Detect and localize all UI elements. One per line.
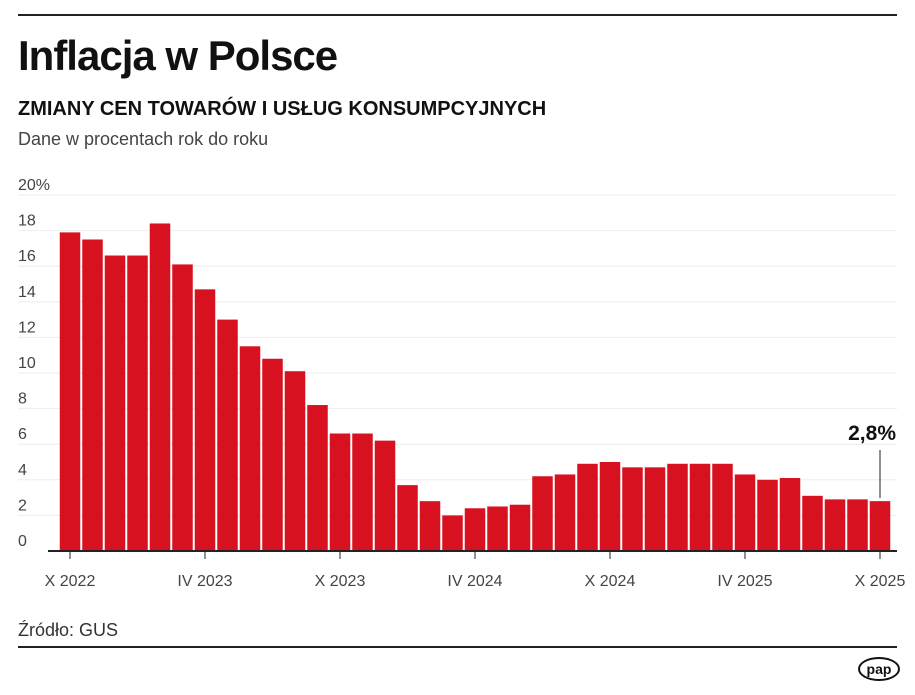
bar-I-2025	[667, 463, 688, 551]
bar-VIII-2023	[284, 371, 306, 551]
y-tick-label: 16	[18, 248, 36, 265]
bar-VI-2024	[509, 504, 531, 551]
bar-VIII-2024	[554, 474, 576, 551]
bar-IV-2023	[194, 289, 216, 551]
y-tick-label: 14	[18, 284, 36, 301]
bar-XII-2024	[644, 467, 666, 551]
y-tick-label: 20%	[18, 177, 50, 194]
bar-IX-2023	[307, 405, 328, 551]
x-tick-label: X 2024	[585, 573, 636, 590]
bar-IV-2025	[734, 474, 756, 551]
bar-X-2024	[599, 462, 621, 551]
y-tick-label: 2	[18, 497, 27, 514]
page-title: Inflacja w Polsce	[18, 32, 338, 79]
x-tick-label: IV 2023	[177, 573, 232, 590]
x-tick-label: X 2025	[855, 573, 906, 590]
bar-chart: 0 2 4 6 8 10 12 14 16 18 20% X 2022 IV 2023 X 2023 IV …	[18, 177, 906, 590]
pap-logo: pap	[858, 657, 900, 681]
chart-subtitle: ZMIANY CEN TOWARÓW I USŁUG KONSUMPCYJNYC…	[18, 98, 547, 120]
top-rule	[18, 14, 897, 16]
bar-V-2023	[217, 319, 238, 551]
bar-IV-2024	[464, 508, 486, 551]
y-tick-label: 4	[18, 462, 27, 479]
bar-I-2023	[127, 255, 148, 551]
bar-IX-2024	[577, 463, 598, 551]
bar-X-2025	[869, 501, 891, 551]
bar-XI-2023	[352, 433, 373, 551]
bar-II-2025	[689, 463, 711, 551]
bar-X-2022	[59, 232, 81, 551]
bar-II-2023	[149, 223, 171, 552]
bottom-rule	[18, 646, 897, 648]
y-tick-label: 18	[18, 213, 36, 230]
bar-VII-2023	[262, 358, 283, 551]
bar-I-2024	[397, 485, 418, 551]
chart-note: Dane w procentach rok do roku	[18, 129, 269, 149]
bar-XII-2023	[374, 440, 396, 551]
x-tick-label: X 2023	[315, 573, 366, 590]
bar-VI-2025	[779, 478, 801, 551]
bar-VII-2024	[532, 476, 553, 551]
bar-XI-2022	[82, 239, 103, 551]
y-tick-label: 0	[18, 533, 27, 550]
bar-III-2025	[712, 463, 733, 551]
bar-X-2023	[329, 433, 351, 551]
y-tick-label: 6	[18, 426, 27, 443]
bar-VIII-2025	[824, 499, 846, 551]
y-tick-label: 10	[18, 355, 36, 372]
bar-II-2024	[419, 501, 441, 551]
y-tick-label: 8	[18, 391, 27, 408]
bar-VI-2023	[239, 346, 261, 551]
y-tick-label: 12	[18, 319, 36, 336]
annotation-label: 2,8%	[848, 422, 896, 445]
x-tick-label: IV 2025	[717, 573, 772, 590]
x-tick-label: X 2022	[45, 573, 96, 590]
bar-V-2024	[487, 506, 508, 551]
bar-VII-2025	[802, 495, 823, 551]
bar-XI-2024	[622, 467, 643, 551]
x-tick-label: IV 2024	[447, 573, 502, 590]
bar-IX-2025	[847, 499, 868, 551]
source-text: Źródło: GUS	[18, 620, 119, 640]
bar-V-2025	[757, 479, 778, 551]
bar-XII-2022	[104, 255, 126, 551]
bar-III-2023	[172, 264, 193, 551]
bar-III-2024	[442, 515, 463, 551]
